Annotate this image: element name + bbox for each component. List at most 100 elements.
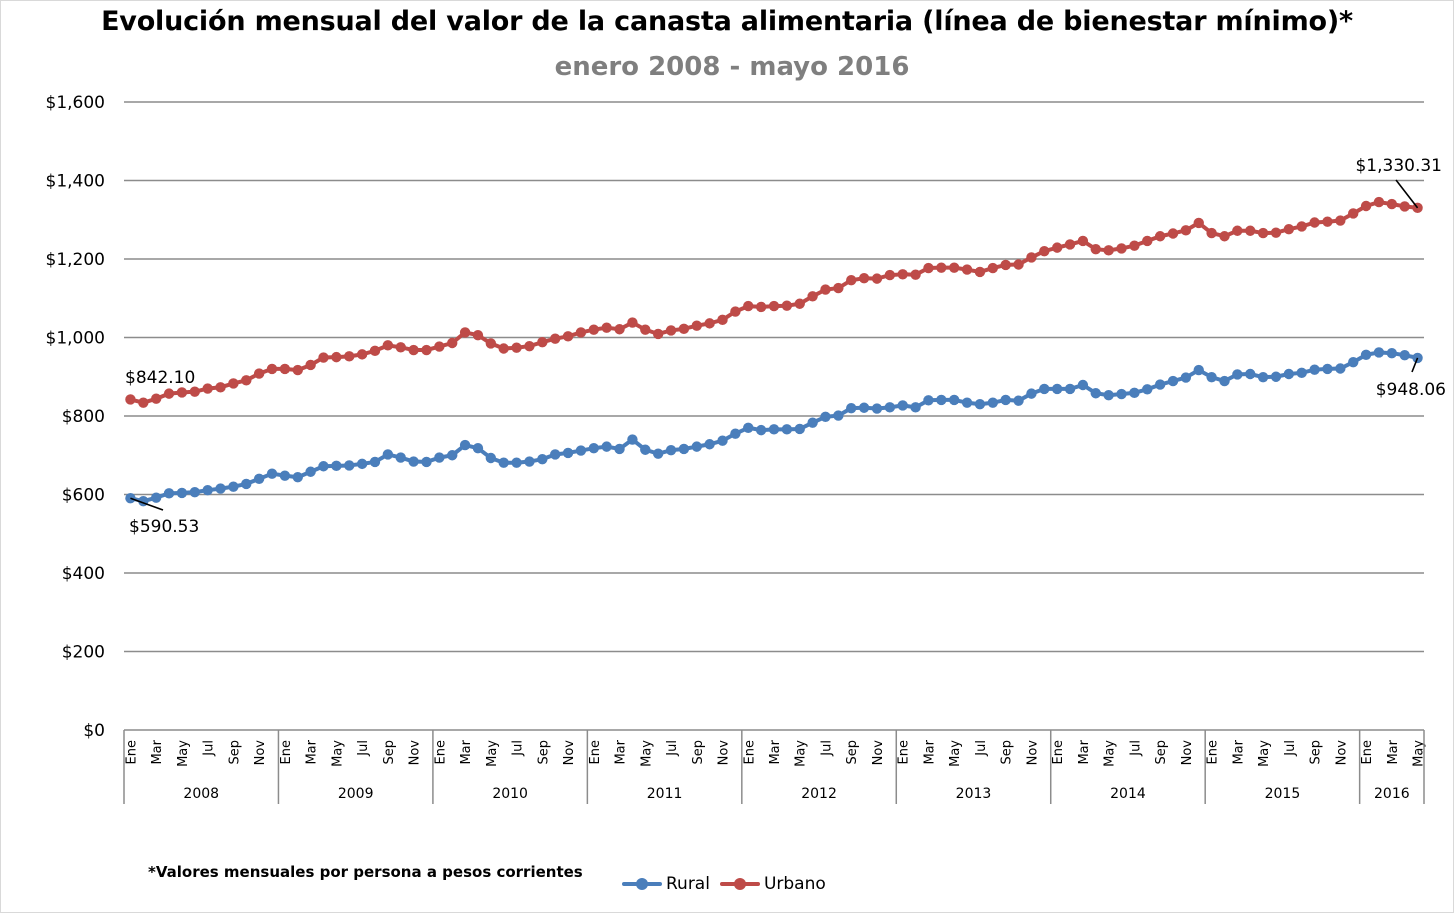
legend-marker-urbano [733, 878, 746, 890]
data-point-urbano [846, 274, 857, 286]
data-point-rural [189, 486, 200, 498]
x-tick-label: May [794, 740, 809, 767]
data-point-urbano [884, 269, 896, 281]
data-point-rural [331, 460, 342, 472]
data-point-urbano [434, 341, 445, 352]
x-tick-label: Jul [1283, 740, 1298, 757]
data-point-rural [511, 457, 522, 468]
data-point-urbano [1064, 239, 1076, 250]
x-tick-label: Jul [511, 740, 526, 757]
data-point-urbano [987, 262, 999, 274]
data-point-urbano [768, 300, 780, 312]
y-tick-label: $1,000 [46, 329, 105, 349]
data-point-urbano [292, 364, 303, 376]
data-point-rural [588, 442, 599, 454]
data-point-rural [665, 444, 677, 456]
data-point-rural [369, 456, 381, 468]
data-point-rural [1077, 379, 1089, 391]
x-tick-label: May [176, 740, 191, 767]
y-tick-label: $1,400 [46, 172, 105, 192]
data-point-rural [1386, 348, 1398, 359]
x-tick-label: Nov [1025, 740, 1040, 766]
data-point-urbano [1399, 201, 1410, 212]
annotation-leader [130, 497, 164, 511]
x-tick-label: May [1103, 740, 1118, 767]
data-point-urbano [1193, 217, 1204, 229]
data-point-urbano [1026, 252, 1037, 263]
data-point-rural [1373, 347, 1385, 358]
data-point-urbano [1245, 225, 1256, 236]
x-tick-label: Jul [665, 740, 680, 757]
data-point-urbano [1322, 216, 1333, 227]
data-point-rural [472, 442, 484, 454]
data-point-urbano [369, 345, 381, 357]
data-point-rural [923, 395, 934, 406]
data-point-urbano [704, 318, 715, 329]
x-tick-label: Mar [305, 739, 320, 764]
data-point-rural [524, 456, 535, 467]
legend-item-rural: Rural [620, 873, 710, 895]
data-point-rural [408, 456, 419, 467]
data-point-urbano [910, 269, 921, 280]
data-point-urbano [279, 363, 291, 375]
data-point-rural [768, 424, 780, 435]
x-tick-label: May [1412, 740, 1427, 767]
x-tick-label: Jul [974, 740, 989, 757]
data-point-urbano [447, 337, 458, 349]
x-tick-label: Nov [408, 740, 423, 766]
y-tick-label: $1,200 [46, 250, 105, 270]
chart-footnote: *Valores mensuales por persona a pesos c… [148, 863, 583, 881]
data-point-urbano [717, 314, 728, 326]
data-point-urbano [524, 340, 535, 352]
y-tick-label: $1,600 [46, 93, 105, 113]
data-point-urbano [755, 301, 767, 313]
data-point-rural [1051, 383, 1063, 395]
data-point-urbano [807, 291, 818, 302]
data-point-urbano [305, 359, 316, 371]
legend-swatch-urbano [718, 873, 762, 895]
data-point-urbano [871, 273, 883, 284]
data-point-rural [1296, 367, 1307, 379]
data-point-rural [150, 492, 162, 503]
data-point-rural [652, 448, 664, 459]
data-point-urbano [498, 343, 509, 354]
x-tick-label: Sep [845, 740, 860, 765]
data-point-rural [807, 417, 818, 428]
data-point-rural [459, 439, 471, 451]
data-point-urbano [163, 388, 175, 399]
data-point-urbano [241, 375, 252, 386]
data-point-rural [691, 441, 702, 452]
data-point-rural [910, 402, 921, 413]
data-point-rural [1180, 372, 1192, 383]
data-point-urbano [974, 266, 986, 278]
legend-label-rural: Rural [666, 874, 710, 894]
x-tick-label: May [948, 740, 963, 767]
axis-layer: $0 $200 $400 $600 $800 $1,000 $1,200 $1,400 $1,6… [46, 93, 1427, 804]
data-point-urbano [382, 340, 394, 351]
x-tick-label: May [330, 740, 345, 767]
data-point-rural [1219, 375, 1230, 387]
data-point-urbano [1360, 200, 1372, 212]
data-point-urbano [1219, 231, 1230, 242]
data-point-urbano [395, 342, 406, 353]
data-point-urbano [549, 333, 561, 344]
data-point-rural [1245, 368, 1256, 380]
x-tick-label: Nov [717, 740, 732, 766]
year-label: 2011 [647, 786, 683, 802]
data-point-urbano [820, 284, 831, 295]
data-point-urbano [408, 344, 419, 356]
data-point-urbano [356, 349, 368, 360]
data-point-rural [1399, 349, 1410, 361]
x-tick-label: Ene [1051, 740, 1066, 764]
x-tick-label: Sep [227, 740, 242, 765]
year-label: 2016 [1374, 786, 1410, 802]
data-point-rural [833, 410, 844, 421]
data-point-rural [1103, 390, 1114, 401]
data-point-urbano [1013, 259, 1024, 270]
data-point-urbano [176, 387, 188, 398]
data-point-rural [1039, 383, 1050, 395]
data-point-urbano [1348, 208, 1359, 219]
data-point-urbano [472, 329, 484, 341]
data-point-urbano [189, 386, 200, 397]
year-label: 2009 [338, 786, 374, 802]
